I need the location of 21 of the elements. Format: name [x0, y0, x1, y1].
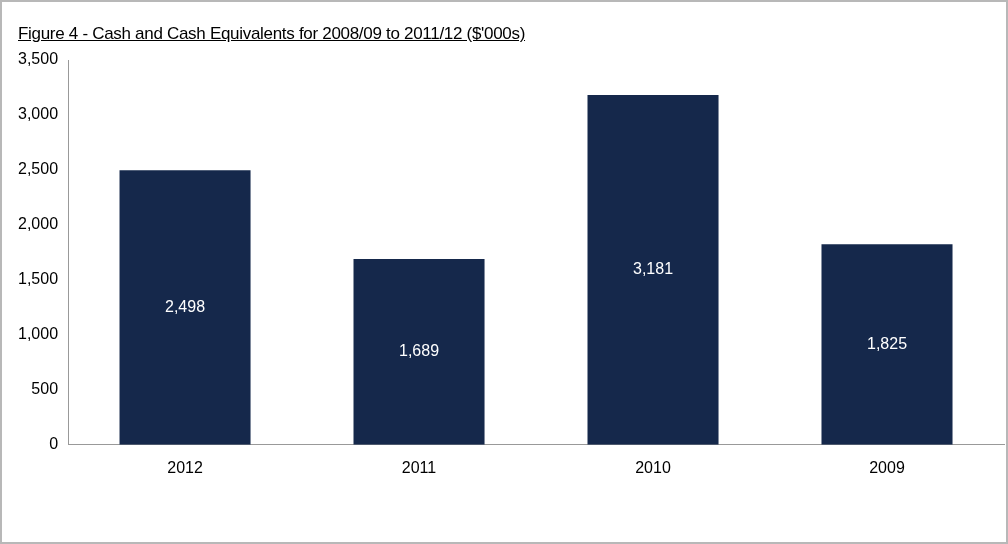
- y-tick-label: 2,500: [17, 160, 59, 178]
- y-tick-label: 2,000: [17, 215, 59, 233]
- data-label: 1,825: [866, 334, 908, 352]
- data-label: 1,689: [399, 342, 440, 360]
- y-tick-label: 3,000: [17, 105, 59, 123]
- bar: [587, 95, 719, 445]
- bar: [119, 170, 251, 445]
- data-label: 2,498: [165, 297, 206, 315]
- y-tick-label: 1,500: [17, 270, 59, 288]
- chart-title: Figure 4 - Cash and Cash Equivalents for 2008/09 to 2011/12 ($'000s): [18, 24, 526, 44]
- y-tick-label: 0: [49, 435, 59, 453]
- x-tick-label: 2012: [167, 458, 203, 476]
- y-tick-label: 1,000: [17, 325, 59, 343]
- y-tick-label: 500: [31, 380, 59, 398]
- bar: [353, 259, 485, 445]
- bar: [821, 244, 953, 445]
- data-label: 3,181: [632, 260, 674, 278]
- x-tick-label: 2011: [401, 458, 437, 476]
- x-tick-label: 2010: [635, 458, 671, 476]
- x-tick-label: 2009: [869, 458, 905, 476]
- y-tick-label: 3,500: [17, 50, 59, 68]
